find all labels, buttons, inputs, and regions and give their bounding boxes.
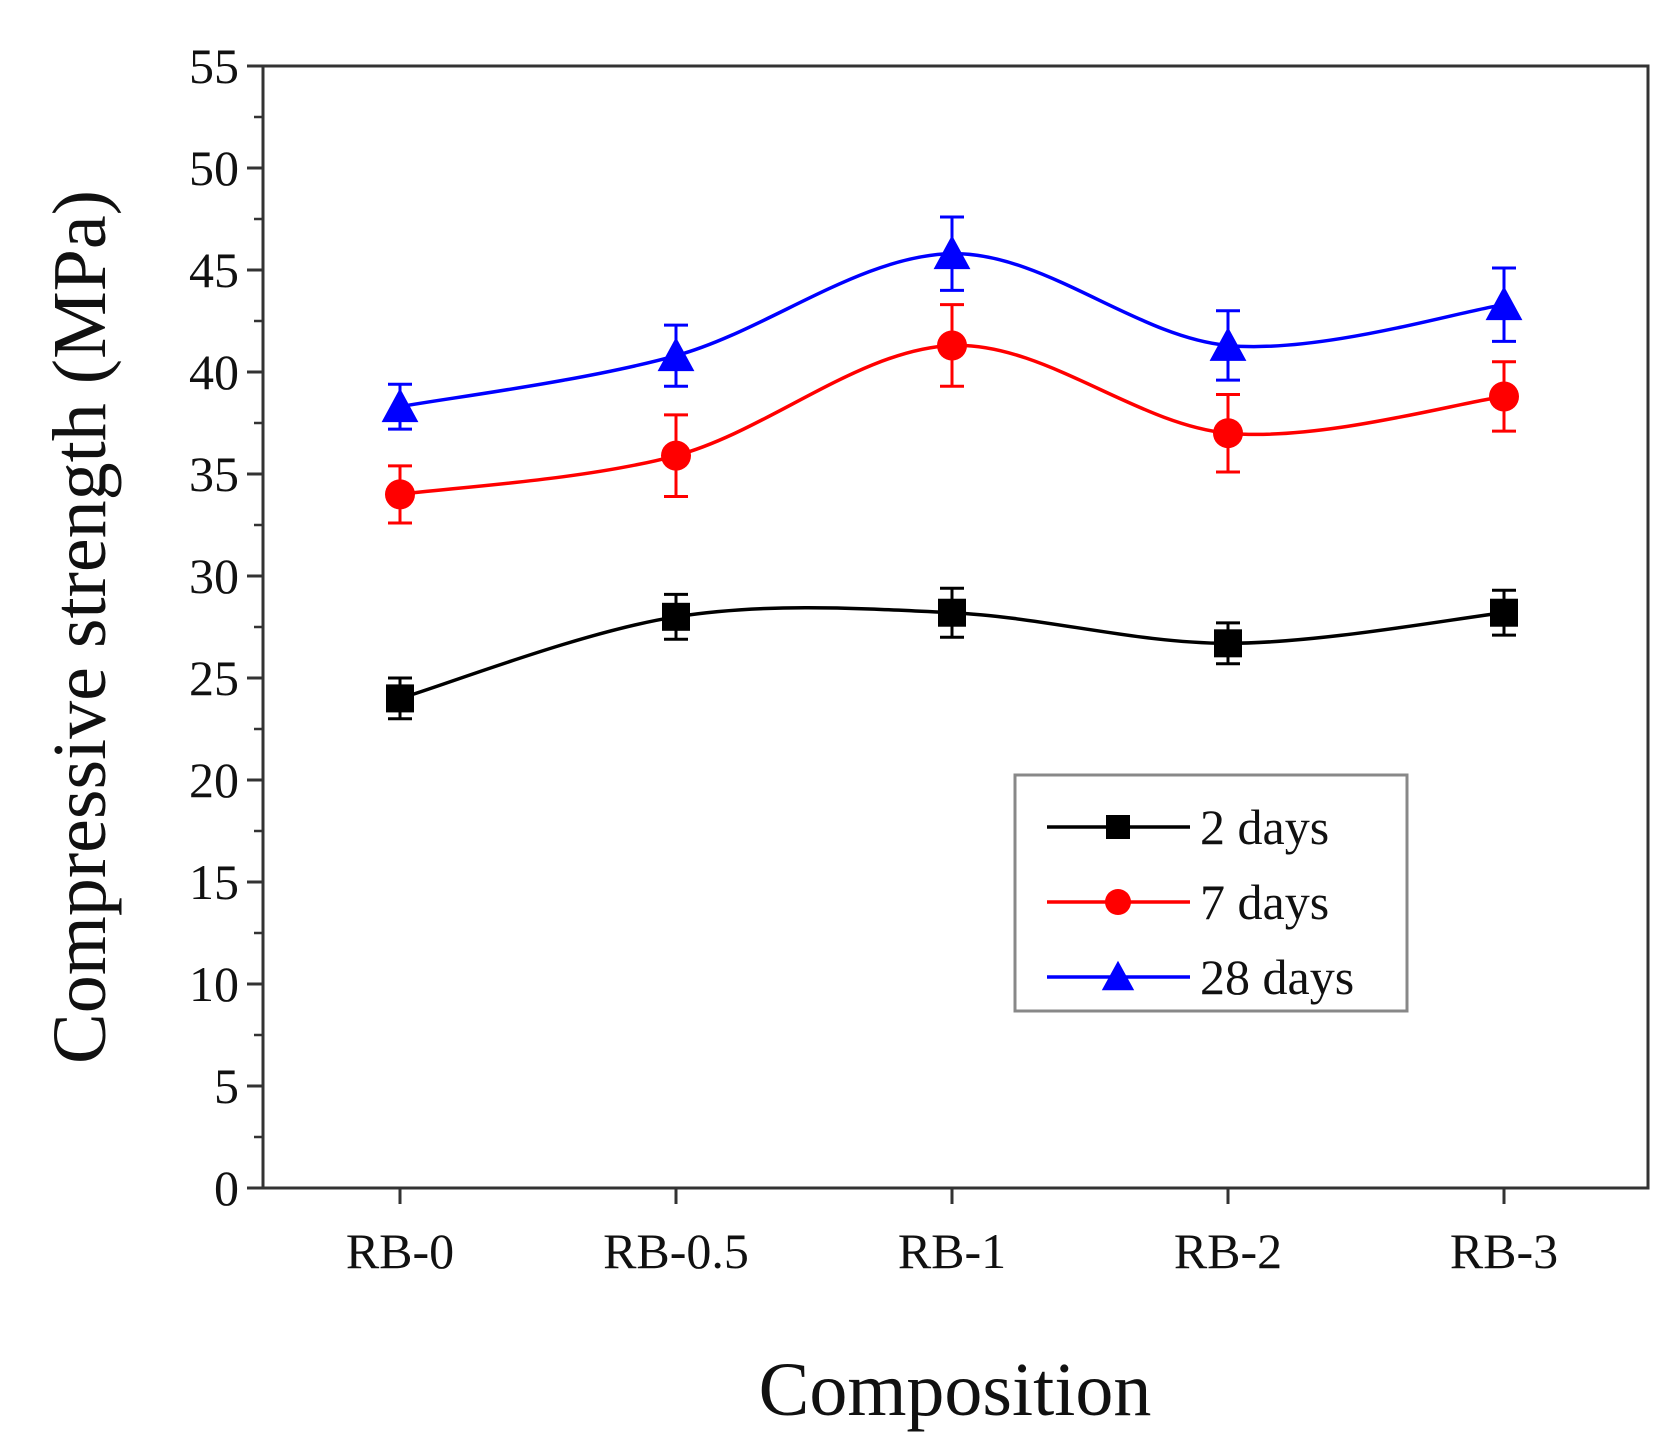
x-axis-title: Composition xyxy=(759,1348,1152,1432)
legend-label: 28 days xyxy=(1200,949,1354,1005)
legend-label: 2 days xyxy=(1200,799,1329,855)
y-tick-label: 40 xyxy=(189,344,239,400)
y-tick-label: 20 xyxy=(189,752,239,808)
x-tick-label: RB-2 xyxy=(1174,1223,1282,1279)
data-point xyxy=(1485,286,1523,321)
legend-entry-2: 28 days xyxy=(1047,949,1354,1005)
data-point xyxy=(1214,629,1242,658)
data-point xyxy=(381,388,419,423)
x-tick-label: RB-0.5 xyxy=(603,1223,749,1279)
data-point xyxy=(1209,327,1247,361)
y-tick-label: 30 xyxy=(189,548,239,604)
y-tick-label: 10 xyxy=(189,956,239,1012)
data-point xyxy=(938,598,966,627)
data-point xyxy=(657,337,695,372)
data-point xyxy=(662,602,690,631)
y-tick-label: 15 xyxy=(189,854,239,910)
data-point xyxy=(1213,418,1243,449)
data-point xyxy=(385,479,415,510)
y-tick-label: 25 xyxy=(189,650,239,706)
data-point xyxy=(1490,598,1518,627)
data-point xyxy=(933,235,971,270)
series-0 xyxy=(386,586,1518,721)
y-tick-label: 35 xyxy=(189,446,239,502)
series-layer xyxy=(381,215,1523,721)
legend-marker xyxy=(1106,815,1130,839)
data-point xyxy=(1489,381,1519,412)
y-axis-title: Compressive strength (MPa) xyxy=(38,190,122,1064)
y-tick-label: 55 xyxy=(189,38,239,94)
x-tick-label: RB-1 xyxy=(898,1223,1006,1279)
y-axis: 0 5 10 15 20 25 30 35 40 45 50 55 xyxy=(189,38,263,1216)
series-2 xyxy=(381,215,1523,431)
legend-label: 7 days xyxy=(1200,874,1329,930)
legend-entry-1: 7 days xyxy=(1047,874,1329,930)
series-1 xyxy=(385,303,1519,525)
legend-box xyxy=(1013,773,1409,1013)
data-point xyxy=(937,330,967,361)
legend: 2 days 7 days 28 days xyxy=(1013,773,1409,1013)
data-point xyxy=(661,440,691,471)
legend-entry-0: 2 days xyxy=(1047,799,1329,855)
y-tick-label: 50 xyxy=(189,140,239,196)
y-tick-label: 0 xyxy=(214,1160,239,1216)
x-tick-label: RB-0 xyxy=(346,1223,454,1279)
legend-marker xyxy=(1105,889,1131,915)
y-tick-label: 45 xyxy=(189,242,239,298)
legend-marker xyxy=(1101,960,1135,991)
x-tick-label: RB-3 xyxy=(1450,1223,1558,1279)
x-axis: RB-0 RB-0.5 RB-1 RB-2 RB-3 xyxy=(346,1188,1558,1279)
data-point xyxy=(386,684,414,713)
plot-frame xyxy=(261,64,1650,1190)
y-tick-label: 5 xyxy=(214,1058,239,1114)
